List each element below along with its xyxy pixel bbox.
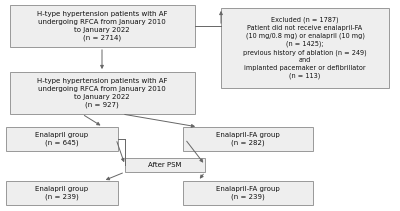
FancyBboxPatch shape <box>183 181 313 205</box>
Text: Enalapril group
(n = 645): Enalapril group (n = 645) <box>36 132 88 146</box>
Text: H-type hypertension patients with AF
undergoing RFCA from January 2010
to Januar: H-type hypertension patients with AF und… <box>37 11 167 41</box>
FancyBboxPatch shape <box>6 127 118 151</box>
Text: Enalapril-FA group
(n = 239): Enalapril-FA group (n = 239) <box>216 186 280 200</box>
FancyBboxPatch shape <box>183 127 313 151</box>
Text: H-type hypertension patients with AF
undergoing RFCA from January 2010
to Januar: H-type hypertension patients with AF und… <box>37 78 167 108</box>
FancyBboxPatch shape <box>10 5 194 47</box>
Text: Enalapril group
(n = 239): Enalapril group (n = 239) <box>36 186 88 200</box>
FancyBboxPatch shape <box>10 72 194 114</box>
FancyBboxPatch shape <box>125 158 205 172</box>
Text: Excluded (n = 1787)
Patient did not receive enalapril-FA
(10 mg/0.8 mg) or enala: Excluded (n = 1787) Patient did not rece… <box>243 17 367 79</box>
Text: Enalapril-FA group
(n = 282): Enalapril-FA group (n = 282) <box>216 132 280 146</box>
FancyBboxPatch shape <box>221 8 389 88</box>
Text: After PSM: After PSM <box>148 162 182 168</box>
FancyBboxPatch shape <box>6 181 118 205</box>
